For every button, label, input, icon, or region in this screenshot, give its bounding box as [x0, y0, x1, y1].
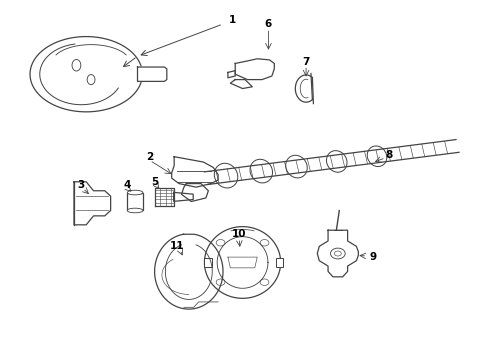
- Polygon shape: [318, 230, 358, 277]
- Text: 7: 7: [302, 57, 310, 67]
- Polygon shape: [204, 140, 459, 185]
- Text: 6: 6: [265, 19, 272, 29]
- Text: 2: 2: [146, 152, 153, 162]
- Polygon shape: [228, 71, 235, 78]
- Polygon shape: [173, 192, 193, 201]
- Polygon shape: [155, 234, 223, 309]
- Ellipse shape: [127, 190, 143, 195]
- Bar: [204, 258, 212, 267]
- Text: 4: 4: [123, 180, 130, 190]
- Text: 9: 9: [369, 252, 377, 262]
- Text: 10: 10: [231, 229, 246, 239]
- Polygon shape: [230, 80, 252, 89]
- Polygon shape: [176, 171, 211, 182]
- Polygon shape: [138, 67, 167, 81]
- Polygon shape: [181, 184, 208, 202]
- Polygon shape: [155, 188, 173, 206]
- Polygon shape: [74, 182, 111, 225]
- Polygon shape: [204, 227, 281, 298]
- Polygon shape: [172, 157, 218, 187]
- Text: 11: 11: [170, 241, 184, 251]
- Bar: [276, 258, 283, 267]
- Text: 3: 3: [78, 180, 85, 190]
- Circle shape: [331, 248, 345, 259]
- Bar: [127, 193, 143, 211]
- Text: 5: 5: [151, 177, 159, 187]
- Polygon shape: [228, 257, 257, 268]
- Ellipse shape: [127, 208, 143, 213]
- Text: 8: 8: [386, 150, 393, 160]
- Polygon shape: [235, 59, 274, 80]
- Polygon shape: [30, 37, 143, 112]
- Text: 1: 1: [229, 15, 236, 26]
